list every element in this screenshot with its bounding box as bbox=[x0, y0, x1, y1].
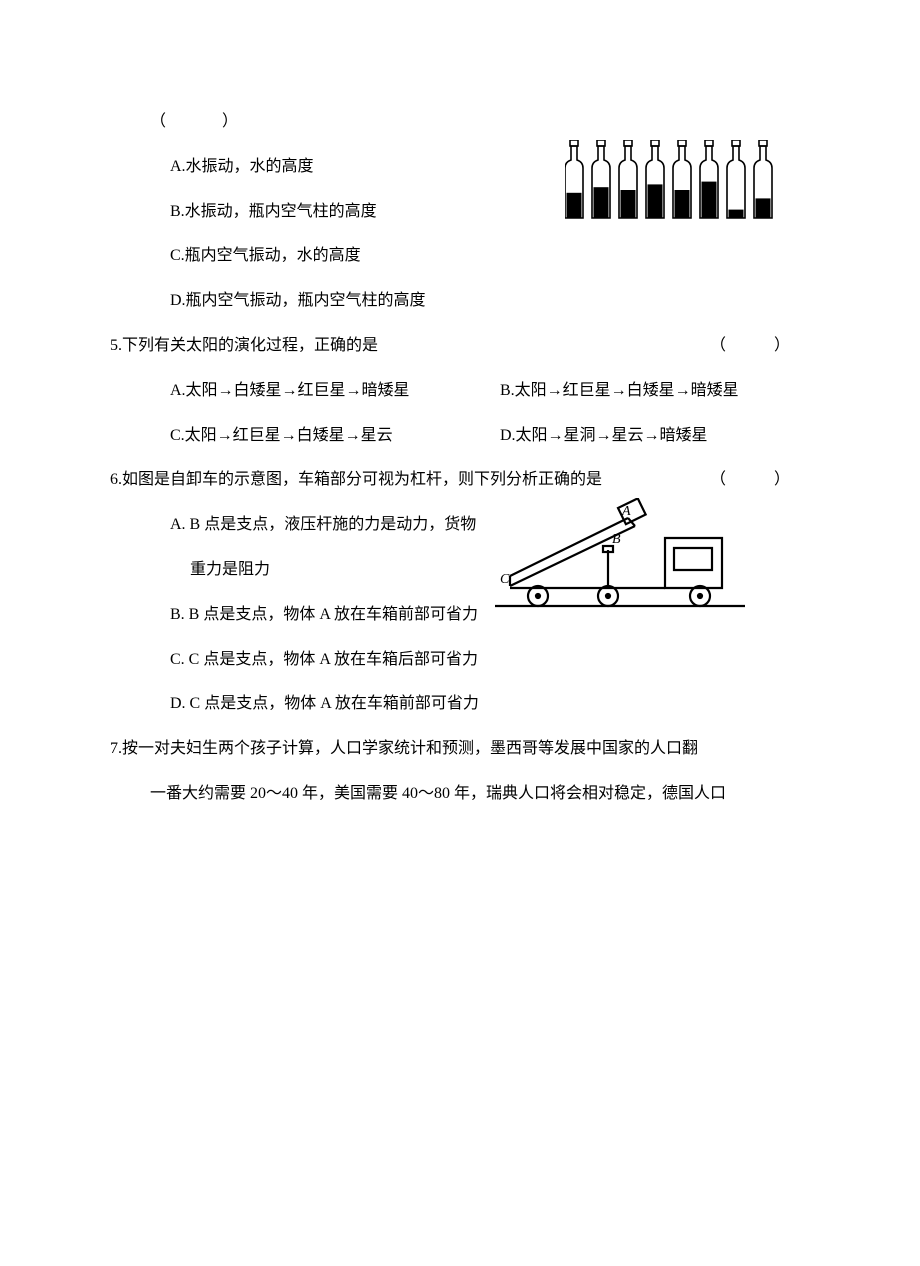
q7-line1: 7.按一对夫妇生两个孩子计算，人口学家统计和预测，墨西哥等发展中国家的人口翻 bbox=[110, 727, 810, 772]
options-row-1: A.太阳→白矮星→红巨星→暗矮星 B.太阳→红巨星→白矮星→暗矮星 bbox=[110, 369, 810, 414]
label-c: C bbox=[500, 572, 510, 587]
answer-blank: （ ） bbox=[710, 458, 790, 503]
answer-blank: （ ） bbox=[110, 100, 810, 145]
label-b: B bbox=[612, 532, 621, 547]
question-stem: 5.下列有关太阳的演化过程，正确的是 （ ） bbox=[110, 324, 810, 369]
question-4-continued: （ ） A.水振动，水的高度 B.水振动，瓶内空气柱的高度 C.瓶内空气振动，水… bbox=[110, 100, 810, 324]
option-d: D.瓶内空气振动，瓶内空气柱的高度 bbox=[110, 279, 810, 324]
truck-svg: A B C bbox=[490, 498, 750, 613]
stem-text: 5.下列有关太阳的演化过程，正确的是 bbox=[110, 337, 378, 354]
stem-text: 6.如图是自卸车的示意图，车箱部分可视为杠杆，则下列分析正确的是 bbox=[110, 471, 602, 488]
question-5: 5.下列有关太阳的演化过程，正确的是 （ ） A.太阳→白矮星→红巨星→暗矮星 … bbox=[110, 324, 810, 458]
question-6: 6.如图是自卸车的示意图，车箱部分可视为杠杆，则下列分析正确的是 （ ） bbox=[110, 458, 810, 727]
label-a: A bbox=[621, 504, 631, 519]
option-c: C.瓶内空气振动，水的高度 bbox=[110, 234, 810, 279]
question-stem: 6.如图是自卸车的示意图，车箱部分可视为杠杆，则下列分析正确的是 （ ） bbox=[110, 458, 810, 503]
options-row-2: C.太阳→红巨星→白矮星→星云 D.太阳→星洞→星云→暗矮星 bbox=[110, 414, 810, 459]
option-d: D.太阳→星洞→星云→暗矮星 bbox=[500, 414, 708, 459]
option-d: D. C 点是支点，物体 A 放在车箱前部可省力 bbox=[110, 682, 810, 727]
answer-blank: （ ） bbox=[710, 324, 790, 369]
option-c: C. C 点是支点，物体 A 放在车箱后部可省力 bbox=[110, 638, 810, 683]
option-b: B.太阳→红巨星→白矮星→暗矮星 bbox=[500, 369, 739, 414]
bottles-figure bbox=[565, 140, 780, 228]
bottles-svg bbox=[565, 140, 780, 228]
option-c: C.太阳→红巨星→白矮星→星云 bbox=[170, 414, 500, 459]
truck-figure: A B C bbox=[490, 498, 750, 613]
q7-line2: 一番大约需要 20～40 年，美国需要 40～80 年，瑞典人口将会相对稳定，德… bbox=[110, 772, 810, 817]
option-a: A.太阳→白矮星→红巨星→暗矮星 bbox=[170, 369, 500, 414]
question-7: 7.按一对夫妇生两个孩子计算，人口学家统计和预测，墨西哥等发展中国家的人口翻 一… bbox=[110, 727, 810, 817]
